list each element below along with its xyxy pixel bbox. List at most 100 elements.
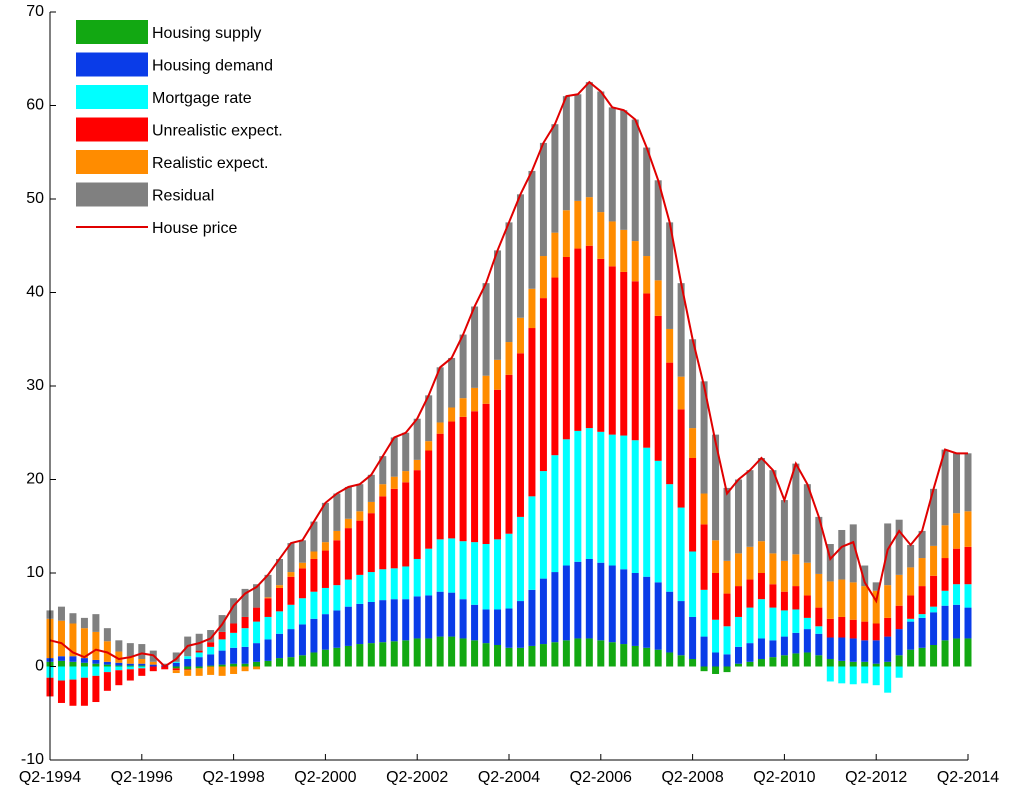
bar-segment	[930, 612, 938, 645]
bar-segment	[574, 638, 582, 667]
bar-segment	[953, 604, 961, 639]
bar-segment	[666, 362, 674, 485]
bar-segment	[505, 374, 513, 534]
bar-segment	[494, 644, 502, 667]
bar-segment	[230, 598, 238, 624]
bar-segment	[528, 589, 536, 646]
bar-segment	[528, 288, 536, 329]
bar-segment	[953, 513, 961, 549]
bar-segment	[712, 573, 720, 620]
bar-segment	[92, 631, 100, 660]
bar-segment	[172, 666, 180, 669]
bar-segment	[264, 598, 272, 617]
bar-segment	[92, 659, 100, 664]
bar-segment	[953, 638, 961, 667]
bar-segment	[654, 280, 662, 316]
bar-segment	[57, 680, 65, 703]
bar-segment	[792, 554, 800, 587]
bar-segment	[574, 248, 582, 431]
bar-segment	[562, 439, 570, 566]
bar-segment	[207, 630, 215, 643]
bar-segment	[677, 601, 685, 656]
bar-segment	[195, 668, 203, 676]
bar-segment	[700, 666, 708, 672]
bar-segment	[826, 659, 834, 667]
bar-segment	[287, 572, 295, 577]
x-tick-label: Q2-1994	[19, 769, 81, 786]
bar-segment	[126, 643, 134, 657]
bar-segment	[838, 666, 846, 684]
bar-segment	[69, 656, 77, 662]
bar-segment	[746, 470, 754, 547]
bar-segment	[494, 359, 502, 390]
bar-segment	[264, 660, 272, 667]
bar-segment	[436, 422, 444, 434]
bar-segment	[803, 562, 811, 596]
x-tick-label: Q2-2002	[386, 769, 448, 786]
bar-segment	[413, 638, 421, 667]
bar-segment	[264, 597, 272, 599]
bar-segment	[597, 212, 605, 259]
bar-segment	[780, 655, 788, 667]
bar-segment	[253, 666, 261, 670]
bar-segment	[253, 607, 261, 622]
bar-segment	[402, 599, 410, 641]
bar-segment	[918, 558, 926, 587]
bar-segment	[539, 644, 547, 667]
bar-segment	[757, 599, 765, 639]
bar-segment	[666, 591, 674, 653]
bar-segment	[402, 482, 410, 567]
legend-label: House price	[152, 220, 237, 237]
bar-segment	[953, 453, 961, 514]
bar-segment	[815, 633, 823, 656]
bar-segment	[92, 666, 100, 676]
bar-segment	[57, 660, 65, 667]
bar-segment	[390, 599, 398, 642]
bar-segment	[448, 538, 456, 593]
bar-segment	[298, 624, 306, 656]
bar-segment	[425, 548, 433, 596]
bar-segment	[815, 655, 823, 667]
x-tick-label: Q2-2000	[294, 769, 356, 786]
bar-segment	[138, 668, 146, 676]
bar-segment	[413, 418, 421, 460]
bar-segment	[620, 110, 628, 230]
bar-segment	[918, 586, 926, 615]
bar-segment	[172, 652, 180, 662]
bar-segment	[608, 107, 616, 222]
bar-segment	[723, 487, 731, 561]
bar-segment	[436, 539, 444, 592]
bar-segment	[861, 666, 869, 684]
bar-segment	[803, 652, 811, 667]
bar-segment	[516, 194, 524, 318]
bar-segment	[631, 645, 639, 667]
bar-segment	[677, 655, 685, 667]
bar-segment	[482, 544, 490, 610]
bar-segment	[138, 644, 146, 660]
bar-segment	[757, 573, 765, 600]
bar-segment	[666, 222, 674, 329]
bar-segment	[80, 677, 88, 706]
bar-segment	[551, 455, 559, 573]
bar-segment	[895, 574, 903, 606]
bar-segment	[207, 646, 215, 655]
bar-segment	[218, 664, 226, 667]
y-tick-label: 0	[35, 658, 44, 675]
bar-segment	[884, 617, 892, 637]
bar-segment	[448, 357, 456, 408]
bar-segment	[367, 643, 375, 667]
bar-segment	[815, 516, 823, 574]
bar-segment	[930, 545, 938, 576]
bar-segment	[367, 601, 375, 644]
bar-segment	[700, 636, 708, 667]
bar-segment	[494, 609, 502, 645]
bar-segment	[746, 607, 754, 644]
bar-segment	[276, 587, 283, 612]
bar-segment	[184, 669, 192, 671]
bar-segment	[884, 523, 892, 586]
bar-segment	[459, 398, 467, 417]
bar-segment	[276, 585, 283, 588]
bar-segment	[115, 651, 123, 663]
bar-segment	[528, 645, 536, 667]
bar-segment	[643, 647, 651, 667]
